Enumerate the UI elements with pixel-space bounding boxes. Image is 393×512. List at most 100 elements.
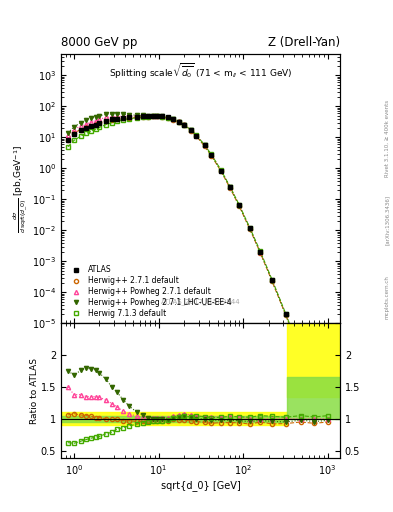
Herwig++ Powheg 2.7.1 default bbox=[160, 113, 164, 119]
Herwig++ Powheg 2.7.1 LHC-UE-EE-4 bbox=[84, 117, 89, 123]
Herwig++ 2.7.1 default bbox=[72, 130, 76, 136]
Y-axis label: Ratio to ATLAS: Ratio to ATLAS bbox=[30, 358, 39, 424]
Herwig++ 2.7.1 default bbox=[84, 124, 89, 131]
Herwig++ 2.7.1 default bbox=[93, 121, 98, 127]
Text: 8000 GeV pp: 8000 GeV pp bbox=[61, 36, 137, 49]
Herwig++ Powheg 2.7.1 default bbox=[166, 114, 171, 120]
Herwig++ Powheg 2.7.1 LHC-UE-EE-4 bbox=[78, 120, 83, 126]
Legend: ATLAS, Herwig++ 2.7.1 default, Herwig++ Powheg 2.7.1 default, Herwig++ Powheg 2.: ATLAS, Herwig++ 2.7.1 default, Herwig++ … bbox=[65, 264, 234, 319]
Herwig 7.1.3 default bbox=[140, 114, 145, 120]
Y-axis label: $\frac{d\sigma}{d\,\mathrm{sqrt}(d\_0)}$ [pb,GeV$^{-1}$]: $\frac{d\sigma}{d\,\mathrm{sqrt}(d\_0)}$… bbox=[12, 144, 31, 233]
Herwig 7.1.3 default bbox=[194, 132, 199, 138]
ATLAS bbox=[93, 121, 98, 127]
Herwig++ 2.7.1 default bbox=[140, 114, 145, 120]
Herwig++ Powheg 2.7.1 default bbox=[66, 132, 70, 138]
Herwig++ 2.7.1 default bbox=[127, 115, 132, 121]
Herwig++ Powheg 2.7.1 LHC-UE-EE-4 bbox=[283, 312, 288, 318]
Herwig++ 2.7.1 default bbox=[248, 226, 252, 232]
ATLAS bbox=[66, 137, 70, 143]
Herwig++ Powheg 2.7.1 default bbox=[114, 113, 119, 119]
ATLAS bbox=[121, 115, 125, 121]
Herwig++ Powheg 2.7.1 LHC-UE-EE-4 bbox=[270, 278, 274, 284]
Text: mcplots.cern.ch: mcplots.cern.ch bbox=[385, 275, 389, 319]
Herwig++ Powheg 2.7.1 default bbox=[219, 167, 224, 174]
ATLAS bbox=[104, 118, 108, 124]
Herwig++ Powheg 2.7.1 LHC-UE-EE-4 bbox=[66, 130, 70, 136]
Herwig++ 2.7.1 default bbox=[134, 114, 139, 120]
Herwig++ Powheg 2.7.1 LHC-UE-EE-4 bbox=[109, 111, 114, 117]
ATLAS bbox=[182, 122, 186, 128]
Herwig++ 2.7.1 default bbox=[177, 119, 182, 125]
Herwig++ Powheg 2.7.1 default bbox=[109, 114, 114, 120]
Herwig++ Powheg 2.7.1 default bbox=[248, 225, 252, 231]
Herwig 7.1.3 default bbox=[248, 225, 252, 231]
Herwig 7.1.3 default bbox=[298, 351, 303, 357]
X-axis label: sqrt{d_0} [GeV]: sqrt{d_0} [GeV] bbox=[161, 480, 240, 490]
Herwig++ Powheg 2.7.1 LHC-UE-EE-4 bbox=[104, 112, 108, 118]
ATLAS bbox=[127, 114, 132, 120]
Herwig 7.1.3 default bbox=[104, 121, 108, 127]
Herwig++ Powheg 2.7.1 default bbox=[97, 116, 102, 122]
Herwig++ Powheg 2.7.1 default bbox=[127, 113, 132, 119]
Herwig++ Powheg 2.7.1 default bbox=[177, 118, 182, 124]
Herwig 7.1.3 default bbox=[166, 115, 171, 121]
Herwig++ Powheg 2.7.1 LHC-UE-EE-4 bbox=[114, 111, 119, 117]
Herwig++ Powheg 2.7.1 LHC-UE-EE-4 bbox=[202, 142, 207, 148]
ATLAS bbox=[237, 202, 242, 208]
Herwig 7.1.3 default bbox=[97, 124, 102, 131]
Herwig++ Powheg 2.7.1 LHC-UE-EE-4 bbox=[89, 115, 94, 121]
ATLAS bbox=[114, 116, 119, 122]
Herwig++ Powheg 2.7.1 default bbox=[188, 126, 193, 133]
Herwig++ 2.7.1 default bbox=[154, 113, 159, 119]
Herwig++ Powheg 2.7.1 default bbox=[78, 123, 83, 129]
Herwig 7.1.3 default bbox=[93, 126, 98, 132]
Herwig++ Powheg 2.7.1 LHC-UE-EE-4 bbox=[134, 112, 139, 118]
Herwig++ 2.7.1 default bbox=[166, 115, 171, 121]
ATLAS bbox=[72, 131, 76, 137]
Herwig 7.1.3 default bbox=[134, 115, 139, 121]
Herwig++ 2.7.1 default bbox=[219, 168, 224, 175]
Herwig 7.1.3 default bbox=[202, 142, 207, 148]
Herwig 7.1.3 default bbox=[270, 276, 274, 283]
Herwig++ Powheg 2.7.1 default bbox=[258, 249, 263, 255]
Herwig 7.1.3 default bbox=[146, 114, 151, 120]
Herwig++ 2.7.1 default bbox=[298, 352, 303, 358]
Herwig 7.1.3 default bbox=[209, 151, 213, 157]
Herwig++ Powheg 2.7.1 LHC-UE-EE-4 bbox=[127, 112, 132, 118]
Herwig++ Powheg 2.7.1 LHC-UE-EE-4 bbox=[312, 388, 317, 394]
Herwig++ 2.7.1 default bbox=[160, 114, 164, 120]
ATLAS bbox=[84, 125, 89, 131]
Herwig++ 2.7.1 default bbox=[78, 126, 83, 133]
Herwig++ Powheg 2.7.1 LHC-UE-EE-4 bbox=[298, 352, 303, 358]
Herwig++ Powheg 2.7.1 LHC-UE-EE-4 bbox=[194, 133, 199, 139]
Herwig++ Powheg 2.7.1 default bbox=[72, 126, 76, 133]
Herwig++ 2.7.1 default bbox=[109, 117, 114, 123]
Herwig 7.1.3 default bbox=[228, 183, 232, 189]
Herwig++ Powheg 2.7.1 default bbox=[209, 151, 213, 157]
ATLAS bbox=[325, 435, 330, 441]
Text: [arXiv:1306.3436]: [arXiv:1306.3436] bbox=[385, 195, 389, 245]
Herwig++ Powheg 2.7.1 default bbox=[171, 116, 176, 122]
Text: Rivet 3.1.10, ≥ 400k events: Rivet 3.1.10, ≥ 400k events bbox=[385, 100, 389, 177]
Herwig++ Powheg 2.7.1 LHC-UE-EE-4 bbox=[237, 203, 242, 209]
ATLAS bbox=[89, 123, 94, 130]
Herwig++ Powheg 2.7.1 default bbox=[312, 387, 317, 393]
Line: Herwig++ Powheg 2.7.1 default: Herwig++ Powheg 2.7.1 default bbox=[66, 114, 330, 440]
Herwig++ Powheg 2.7.1 default bbox=[228, 183, 232, 189]
Herwig++ Powheg 2.7.1 default bbox=[84, 121, 89, 127]
Herwig 7.1.3 default bbox=[150, 113, 155, 119]
Herwig++ Powheg 2.7.1 LHC-UE-EE-4 bbox=[97, 113, 102, 119]
Herwig++ 2.7.1 default bbox=[228, 185, 232, 191]
ATLAS bbox=[258, 249, 263, 255]
Herwig++ 2.7.1 default bbox=[283, 312, 288, 318]
Text: ATLAS_2017_I1589844: ATLAS_2017_I1589844 bbox=[161, 298, 240, 305]
Herwig 7.1.3 default bbox=[72, 137, 76, 143]
Herwig 7.1.3 default bbox=[121, 117, 125, 123]
Herwig++ Powheg 2.7.1 default bbox=[121, 113, 125, 119]
Herwig 7.1.3 default bbox=[89, 128, 94, 134]
Line: Herwig++ 2.7.1 default: Herwig++ 2.7.1 default bbox=[66, 114, 330, 441]
Herwig++ Powheg 2.7.1 LHC-UE-EE-4 bbox=[140, 113, 145, 119]
Herwig++ 2.7.1 default bbox=[325, 436, 330, 442]
Line: Herwig++ Powheg 2.7.1 LHC-UE-EE-4: Herwig++ Powheg 2.7.1 LHC-UE-EE-4 bbox=[66, 112, 330, 440]
Herwig++ Powheg 2.7.1 LHC-UE-EE-4 bbox=[166, 115, 171, 121]
